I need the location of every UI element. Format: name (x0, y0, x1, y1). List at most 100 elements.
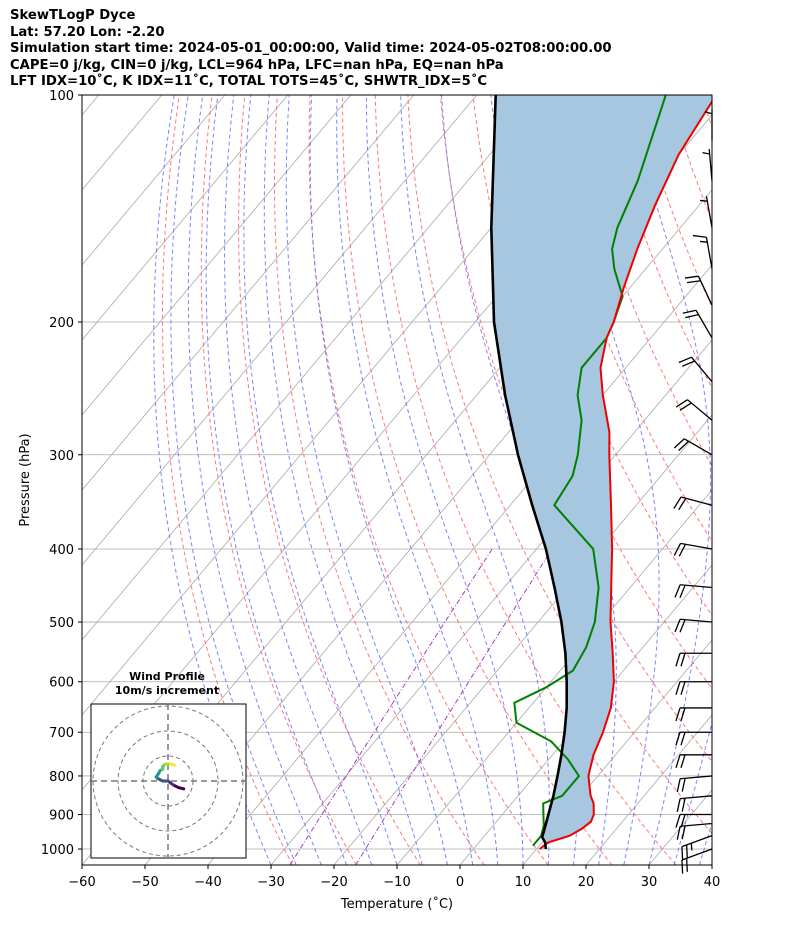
moist-adiabat-line (243, 95, 398, 865)
wind-barb (700, 196, 713, 228)
dry-adiabat-line (274, 95, 485, 865)
isotherm-line (82, 95, 352, 416)
x-tick-label: −30 (257, 875, 284, 890)
temperature-line (538, 99, 712, 850)
isotherm-line (82, 95, 289, 341)
dry-adiabat-line (635, 95, 712, 308)
dry-adiabat-line (440, 95, 712, 762)
y-tick-label: 600 (49, 676, 74, 691)
y-tick-label: 700 (49, 726, 74, 741)
x-tick-label: 10 (515, 875, 532, 890)
profile-lines (489, 95, 712, 850)
chart-header: SkewTLogP Dyce Lat: 57.20 Lon: -2.20 Sim… (10, 8, 612, 91)
isotherm-line (585, 714, 712, 865)
isotherm-line (82, 95, 226, 266)
moist-adiabat-line (365, 95, 524, 865)
hodograph-inset (90, 703, 247, 859)
isotherm-line (144, 189, 712, 865)
y-axis-label: Pressure (hPa) (18, 433, 33, 526)
moist-adiabat-line (263, 95, 423, 865)
hodograph-title: Wind Profile 10m/s increment (92, 670, 242, 698)
wind-barb (675, 754, 712, 769)
moist-adiabat-line (205, 95, 348, 865)
x-tick-label: 40 (704, 875, 721, 890)
wind-barb (675, 707, 712, 722)
x-tick-label: −60 (68, 875, 95, 890)
isotherm-line (648, 789, 712, 865)
dewpoint-line (513, 95, 667, 847)
y-tick-label: 300 (49, 449, 74, 464)
wind-barb (676, 775, 713, 793)
hodograph-subtitle-line: 10m/s increment (114, 684, 220, 697)
moist-adiabat-line (673, 720, 712, 865)
x-tick-label: 0 (456, 875, 464, 890)
axes: −60 −50 −40 −30 −20 −10 0 10 20 30 40 1000 900 800 700… (41, 89, 720, 890)
moist-adiabat-line (551, 95, 660, 865)
x-tick-label: 30 (641, 875, 658, 890)
dry-adiabat-line (701, 95, 712, 129)
wind-barb (682, 309, 713, 339)
index-line: LFT IDX=10˚C, K IDX=11˚C, TOTAL TOTS=45˚… (10, 74, 488, 90)
cape-line: CAPE=0 j/kg, CIN=0 j/kg, LCL=964 hPa, LF… (10, 57, 504, 73)
moist-adiabat-line (336, 95, 499, 865)
dry-adiabat-line (668, 95, 712, 223)
wind-barb (673, 438, 713, 456)
x-tick-label: −20 (320, 875, 347, 890)
dry-adiabat-line (200, 95, 357, 865)
dry-adiabat-line (342, 95, 613, 865)
moist-adiabat-line (725, 95, 794, 865)
wind-barb (681, 835, 713, 861)
wind-barb (674, 584, 713, 599)
dry-adiabat-line (308, 95, 549, 865)
mixing-ratio-line (355, 548, 553, 865)
cin-shading-area (491, 95, 712, 849)
wind-barb (673, 542, 713, 557)
y-tick-label: 200 (49, 316, 74, 331)
isotherm-line (82, 95, 415, 491)
wind-barb (704, 108, 713, 141)
wind-barb (702, 148, 713, 181)
dry-adiabat-line (374, 95, 677, 865)
wind-barbs (673, 108, 713, 874)
hodograph-title-line: Wind Profile (129, 670, 205, 683)
cape-shading (491, 95, 712, 849)
isotherm-line (711, 864, 712, 865)
wind-barb (678, 356, 713, 383)
x-axis-label: Temperature (˚C) (340, 896, 453, 912)
dry-adiabat-line (238, 95, 421, 865)
moist-adiabat-line (627, 95, 711, 865)
y-tick-label: 1000 (41, 843, 74, 858)
wind-barb (673, 496, 713, 511)
wind-barb (676, 822, 713, 840)
isotherm-line (82, 95, 478, 566)
wind-barb (684, 275, 713, 306)
time-line: Simulation start time: 2024-05-01_00:00:… (10, 41, 612, 57)
y-tick-label: 900 (49, 809, 74, 824)
moist-adiabat-line (224, 95, 373, 865)
station-title: SkewTLogP Dyce (10, 8, 136, 23)
parcel-line (489, 95, 568, 850)
x-tick-label: 20 (578, 875, 595, 890)
x-tick-label: −10 (383, 875, 410, 890)
mixing-ratio-line (289, 548, 493, 865)
lat-lon-line: Lat: 57.20 Lon: -2.20 (10, 24, 165, 40)
wind-barb (675, 813, 712, 828)
isotherm-line (82, 95, 541, 641)
x-tick-label: −50 (131, 875, 158, 890)
wind-barb (692, 234, 713, 269)
wind-barb (675, 681, 712, 695)
x-tick-label: −40 (194, 875, 221, 890)
moist-adiabat-line (490, 95, 617, 865)
wind-barb (676, 795, 713, 813)
dry-adiabat-line (162, 95, 293, 865)
isotherm-line (396, 489, 712, 865)
moist-adiabat-line (170, 95, 297, 865)
y-tick-label: 400 (49, 543, 74, 558)
moist-adiabat-line (187, 95, 322, 865)
isotherm-line (82, 95, 100, 116)
wind-barb (675, 731, 712, 746)
moist-adiabat-line (400, 95, 550, 865)
moist-adiabat-line (309, 95, 474, 865)
isotherm-line (333, 414, 712, 865)
